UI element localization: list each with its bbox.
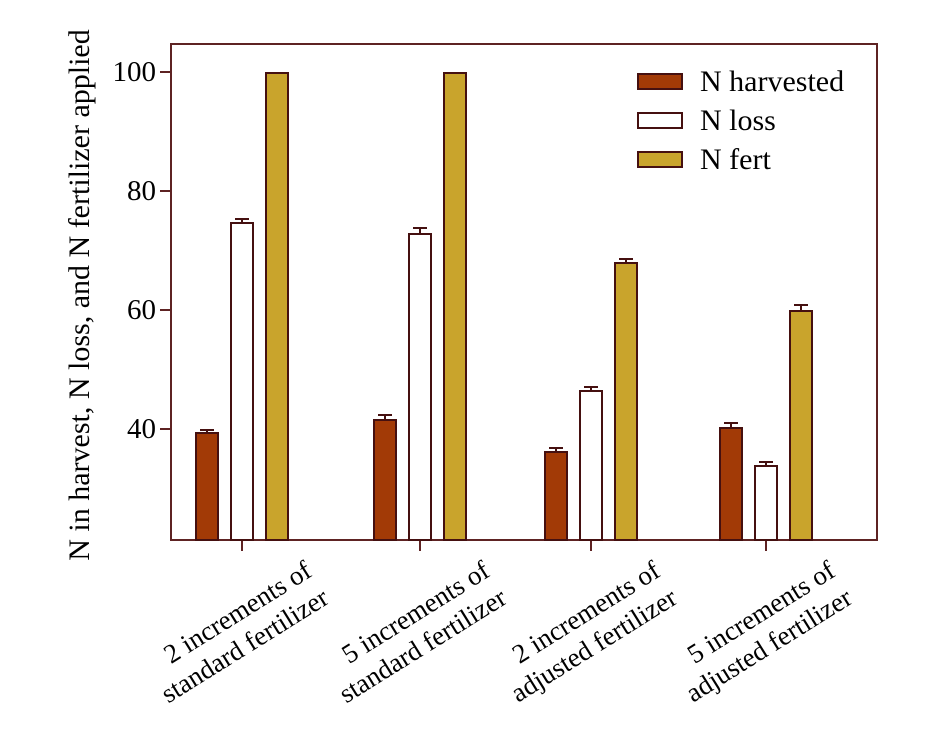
error-bar bbox=[800, 304, 802, 311]
legend-label: N loss bbox=[700, 103, 776, 137]
y-tick-label: 60 bbox=[127, 294, 156, 327]
error-bar-cap bbox=[235, 218, 249, 221]
y-axis-tick bbox=[160, 71, 170, 74]
legend-swatch-n-loss bbox=[637, 112, 683, 129]
legend-label: N fert bbox=[700, 142, 771, 176]
bar-n-loss-group-3 bbox=[579, 389, 603, 541]
error-bar-cap bbox=[378, 413, 392, 416]
x-axis-tick bbox=[765, 541, 767, 551]
error-bar-cap bbox=[413, 227, 427, 230]
x-category-label: 5 increments of adjusted fertilizer bbox=[663, 554, 858, 709]
bar-n-harvested-group-2 bbox=[373, 419, 397, 541]
legend-item: N harvested bbox=[637, 62, 844, 101]
error-bar-cap bbox=[619, 257, 633, 260]
legend-swatch-n-fert bbox=[637, 151, 683, 168]
legend-label: N harvested bbox=[700, 64, 845, 98]
error-bar bbox=[590, 387, 592, 390]
bar-n-fert-group-3 bbox=[614, 261, 638, 541]
x-axis-tick bbox=[590, 541, 592, 551]
error-bar bbox=[419, 228, 421, 234]
error-bar-cap bbox=[200, 428, 214, 431]
legend-swatch-n-harvested bbox=[637, 73, 683, 90]
y-axis-tick bbox=[160, 190, 170, 193]
error-bar-cap bbox=[549, 447, 563, 450]
error-bar bbox=[555, 448, 557, 452]
x-category-label: 2 increments of standard fertilizer bbox=[138, 554, 334, 710]
bar-n-fert-group-2 bbox=[443, 72, 467, 541]
error-bar-cap bbox=[759, 460, 773, 463]
y-axis-tick bbox=[160, 428, 170, 431]
error-bar bbox=[765, 461, 767, 466]
bar-n-fert-group-1 bbox=[265, 72, 289, 541]
error-bar bbox=[730, 423, 732, 427]
bar-n-harvested-group-1 bbox=[195, 432, 219, 541]
y-tick-label: 100 bbox=[112, 56, 157, 89]
x-category-label: 2 increments of adjusted fertilizer bbox=[488, 554, 683, 709]
y-axis-tick bbox=[160, 309, 170, 312]
error-bar bbox=[206, 429, 208, 433]
y-axis-label: N in harvest, N loss, and N fertilizer a… bbox=[63, 29, 96, 561]
error-bar bbox=[241, 219, 243, 223]
bar-n-loss-group-4 bbox=[754, 465, 778, 541]
legend: N harvested N loss N fert bbox=[637, 62, 844, 179]
x-category-label: 5 increments of standard fertilizer bbox=[316, 554, 512, 710]
bar-n-harvested-group-3 bbox=[544, 451, 568, 541]
error-bar-cap bbox=[724, 422, 738, 425]
error-bar-cap bbox=[794, 303, 808, 306]
error-bar bbox=[384, 414, 386, 420]
bar-n-fert-group-4 bbox=[789, 310, 813, 541]
error-bar-cap bbox=[584, 386, 598, 389]
error-bar bbox=[625, 258, 627, 262]
bar-n-loss-group-2 bbox=[408, 233, 432, 541]
x-axis-tick bbox=[419, 541, 421, 551]
legend-item: N loss bbox=[637, 101, 844, 140]
y-tick-label: 40 bbox=[127, 413, 156, 446]
legend-item: N fert bbox=[637, 140, 844, 179]
bar-n-loss-group-1 bbox=[230, 222, 254, 541]
bar-n-harvested-group-4 bbox=[719, 426, 743, 541]
x-axis-tick bbox=[241, 541, 243, 551]
y-tick-label: 80 bbox=[127, 175, 156, 208]
